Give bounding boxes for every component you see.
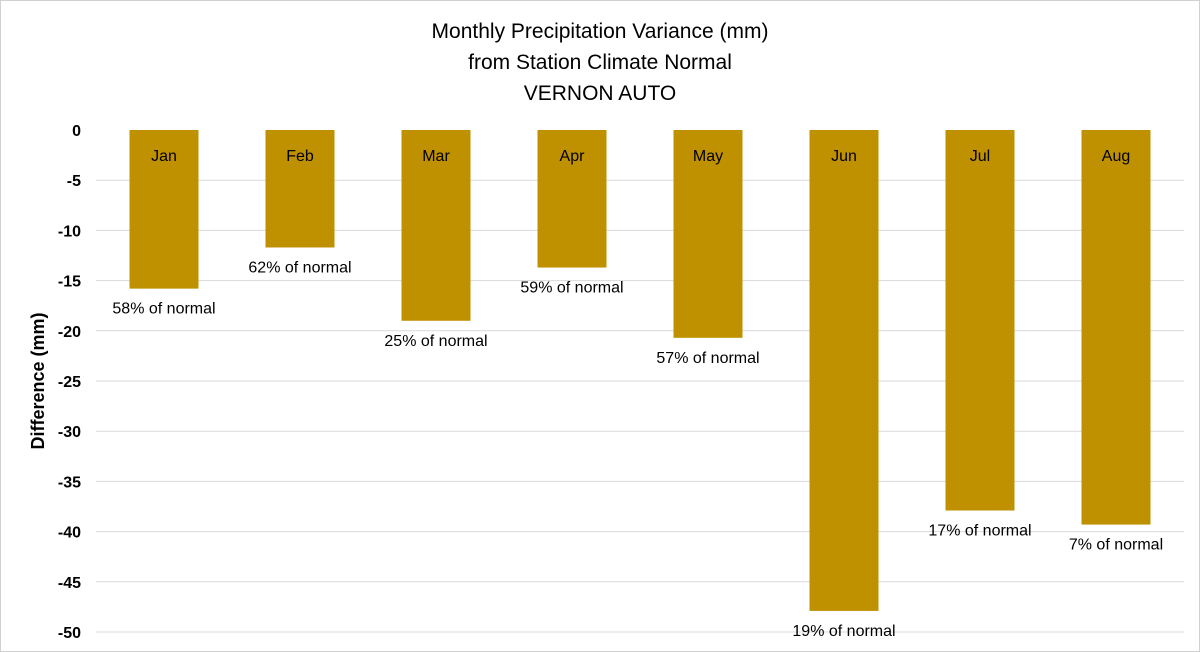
y-tick-label: -25 [58,374,81,391]
category-label-jul: Jul [970,148,990,165]
bar-aug [1081,130,1151,525]
gridlines [96,179,1184,633]
bar-jan [129,130,199,289]
y-tick-label: -15 [58,274,81,291]
data-label-jan: 58% of normal [112,301,215,318]
y-tick-label: -45 [58,575,81,592]
chart-title: Monthly Precipitation Variance (mm) from… [432,20,769,105]
category-label-aug: Aug [1102,148,1130,165]
data-label-apr: 59% of normal [520,280,623,297]
bar-may [673,130,743,338]
y-tick-label: -30 [58,424,81,441]
y-axis-ticks: 0 -5 -10 -15 -20 -25 -30 -35 -40 -45 -50 [58,123,81,642]
data-label-aug: 7% of normal [1069,537,1163,554]
y-tick-label: -5 [67,173,81,190]
y-tick-label: -10 [58,223,81,240]
category-label-apr: Apr [560,148,586,165]
y-tick-label: -20 [58,324,81,341]
chart-title-line-1: Monthly Precipitation Variance (mm) [432,20,769,43]
bar-jun [809,130,879,611]
category-label-jan: Jan [151,148,177,165]
y-tick-label: -35 [58,474,81,491]
y-tick-label: -40 [58,525,81,542]
bar-mar [401,130,471,321]
category-label-may: May [693,148,723,165]
bar-feb [265,130,335,248]
category-label-feb: Feb [286,148,314,165]
data-label-jun: 19% of normal [792,623,895,640]
bar-jul [945,130,1015,511]
y-axis-label: Difference (mm) [28,312,48,449]
data-label-mar: 25% of normal [384,333,487,350]
category-label-mar: Mar [422,148,450,165]
chart-title-line-3: VERNON AUTO [524,82,676,105]
bars [129,130,1151,611]
data-label-jul: 17% of normal [928,523,1031,540]
y-tick-label: -50 [58,625,81,642]
y-tick-label: 0 [72,123,81,140]
bar-apr [537,130,607,268]
data-label-feb: 62% of normal [248,259,351,276]
data-labels: Jan 58% of normal Feb 62% of normal Mar 25% o… [112,148,1163,640]
category-label-jun: Jun [831,148,857,165]
chart-title-line-2: from Station Climate Normal [468,51,732,74]
data-label-may: 57% of normal [656,350,759,367]
